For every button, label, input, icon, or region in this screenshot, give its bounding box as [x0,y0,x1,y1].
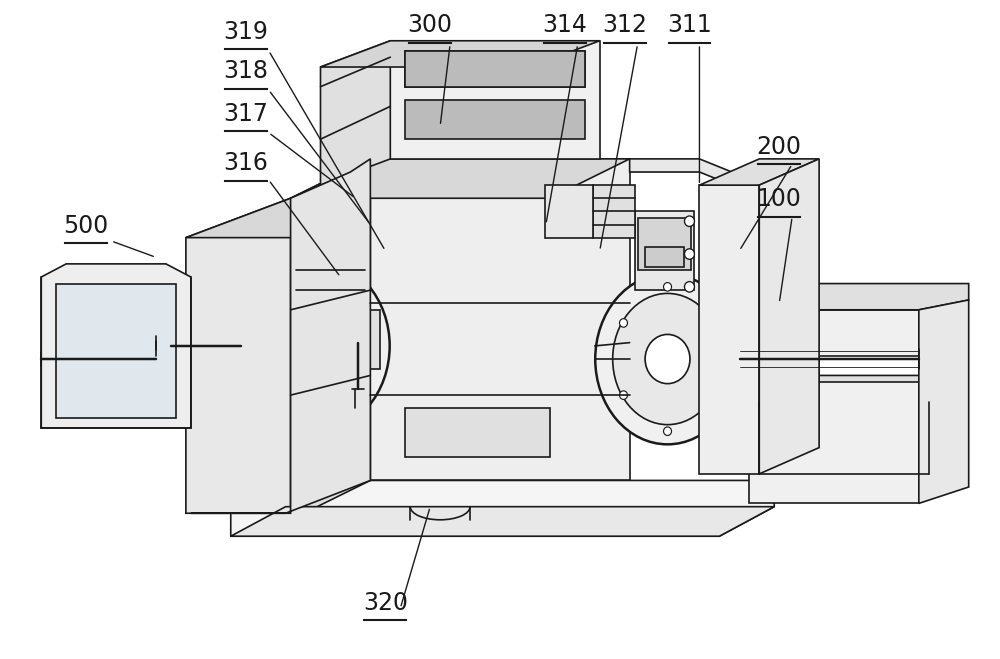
Bar [405,100,585,139]
Ellipse shape [684,216,694,227]
Polygon shape [759,402,929,474]
Polygon shape [311,336,360,356]
Polygon shape [635,212,694,290]
Ellipse shape [613,293,722,424]
Ellipse shape [708,391,716,399]
Polygon shape [296,244,365,310]
Ellipse shape [645,334,690,384]
Text: 311: 311 [667,13,712,38]
Text: 319: 319 [223,20,268,44]
Polygon shape [405,51,585,87]
Polygon shape [593,185,635,238]
Text: 312: 312 [602,13,647,38]
Polygon shape [41,264,191,428]
Polygon shape [291,159,370,520]
Ellipse shape [684,281,694,292]
Polygon shape [545,185,593,238]
Polygon shape [759,376,929,402]
Bar [645,248,684,267]
Polygon shape [191,159,370,513]
Polygon shape [919,300,969,503]
Text: 500: 500 [64,214,109,238]
Ellipse shape [263,285,368,406]
Polygon shape [749,310,919,503]
Polygon shape [320,41,390,185]
Polygon shape [231,480,774,536]
Ellipse shape [619,391,627,399]
Bar [638,218,691,270]
Text: 317: 317 [223,102,268,126]
Text: 314: 314 [542,13,587,38]
Polygon shape [699,185,759,474]
Polygon shape [56,283,176,418]
Polygon shape [311,356,360,376]
Ellipse shape [708,319,716,328]
Text: 318: 318 [223,59,268,84]
Polygon shape [630,159,764,198]
Text: 100: 100 [757,187,802,212]
Ellipse shape [684,249,694,259]
Polygon shape [231,507,774,536]
Polygon shape [390,41,600,159]
Ellipse shape [664,427,672,436]
Ellipse shape [595,273,740,444]
Text: 300: 300 [408,13,453,38]
Polygon shape [749,283,969,310]
Polygon shape [759,159,819,474]
Bar [405,51,585,87]
Bar [347,407,363,415]
Text: 200: 200 [757,135,802,159]
Polygon shape [335,310,380,369]
Polygon shape [699,159,819,185]
Polygon shape [186,198,291,513]
Text: 316: 316 [223,152,268,175]
Bar [330,303,370,316]
Ellipse shape [619,319,627,328]
Ellipse shape [664,283,672,291]
Ellipse shape [298,326,333,366]
Polygon shape [186,198,370,238]
Bar [405,408,550,457]
Ellipse shape [241,260,390,432]
Polygon shape [291,159,630,198]
Polygon shape [320,41,600,67]
Text: 320: 320 [363,591,408,615]
Polygon shape [370,159,630,480]
